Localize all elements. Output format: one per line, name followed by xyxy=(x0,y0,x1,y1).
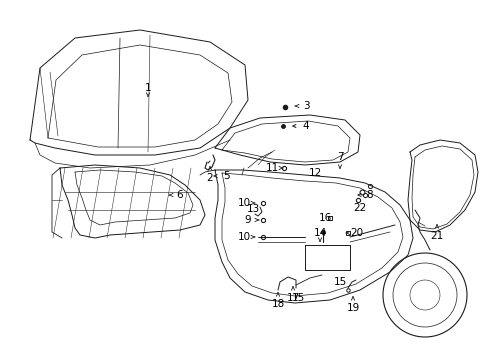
Text: 22: 22 xyxy=(353,203,366,213)
Text: 8: 8 xyxy=(366,190,372,200)
Text: 10: 10 xyxy=(237,198,250,208)
Text: 2: 2 xyxy=(206,173,213,183)
Text: 15: 15 xyxy=(291,293,304,303)
Text: 19: 19 xyxy=(346,303,359,313)
Text: 5: 5 xyxy=(222,171,229,181)
Text: 6: 6 xyxy=(176,190,183,200)
Text: 3: 3 xyxy=(302,101,309,111)
Text: 7: 7 xyxy=(336,152,343,162)
Text: 11: 11 xyxy=(265,163,278,173)
Text: 20: 20 xyxy=(350,228,363,238)
Text: 10: 10 xyxy=(237,232,250,242)
Text: 15: 15 xyxy=(333,277,346,287)
Text: 1: 1 xyxy=(144,83,151,93)
Text: 16: 16 xyxy=(318,213,331,223)
Text: 4: 4 xyxy=(302,121,309,131)
Text: 18: 18 xyxy=(271,299,284,309)
Text: 21: 21 xyxy=(429,231,443,241)
Text: 12: 12 xyxy=(308,168,321,178)
Text: 17: 17 xyxy=(286,293,299,303)
Text: 9: 9 xyxy=(244,215,251,225)
Text: 13: 13 xyxy=(246,204,259,214)
Text: 14: 14 xyxy=(313,228,326,238)
